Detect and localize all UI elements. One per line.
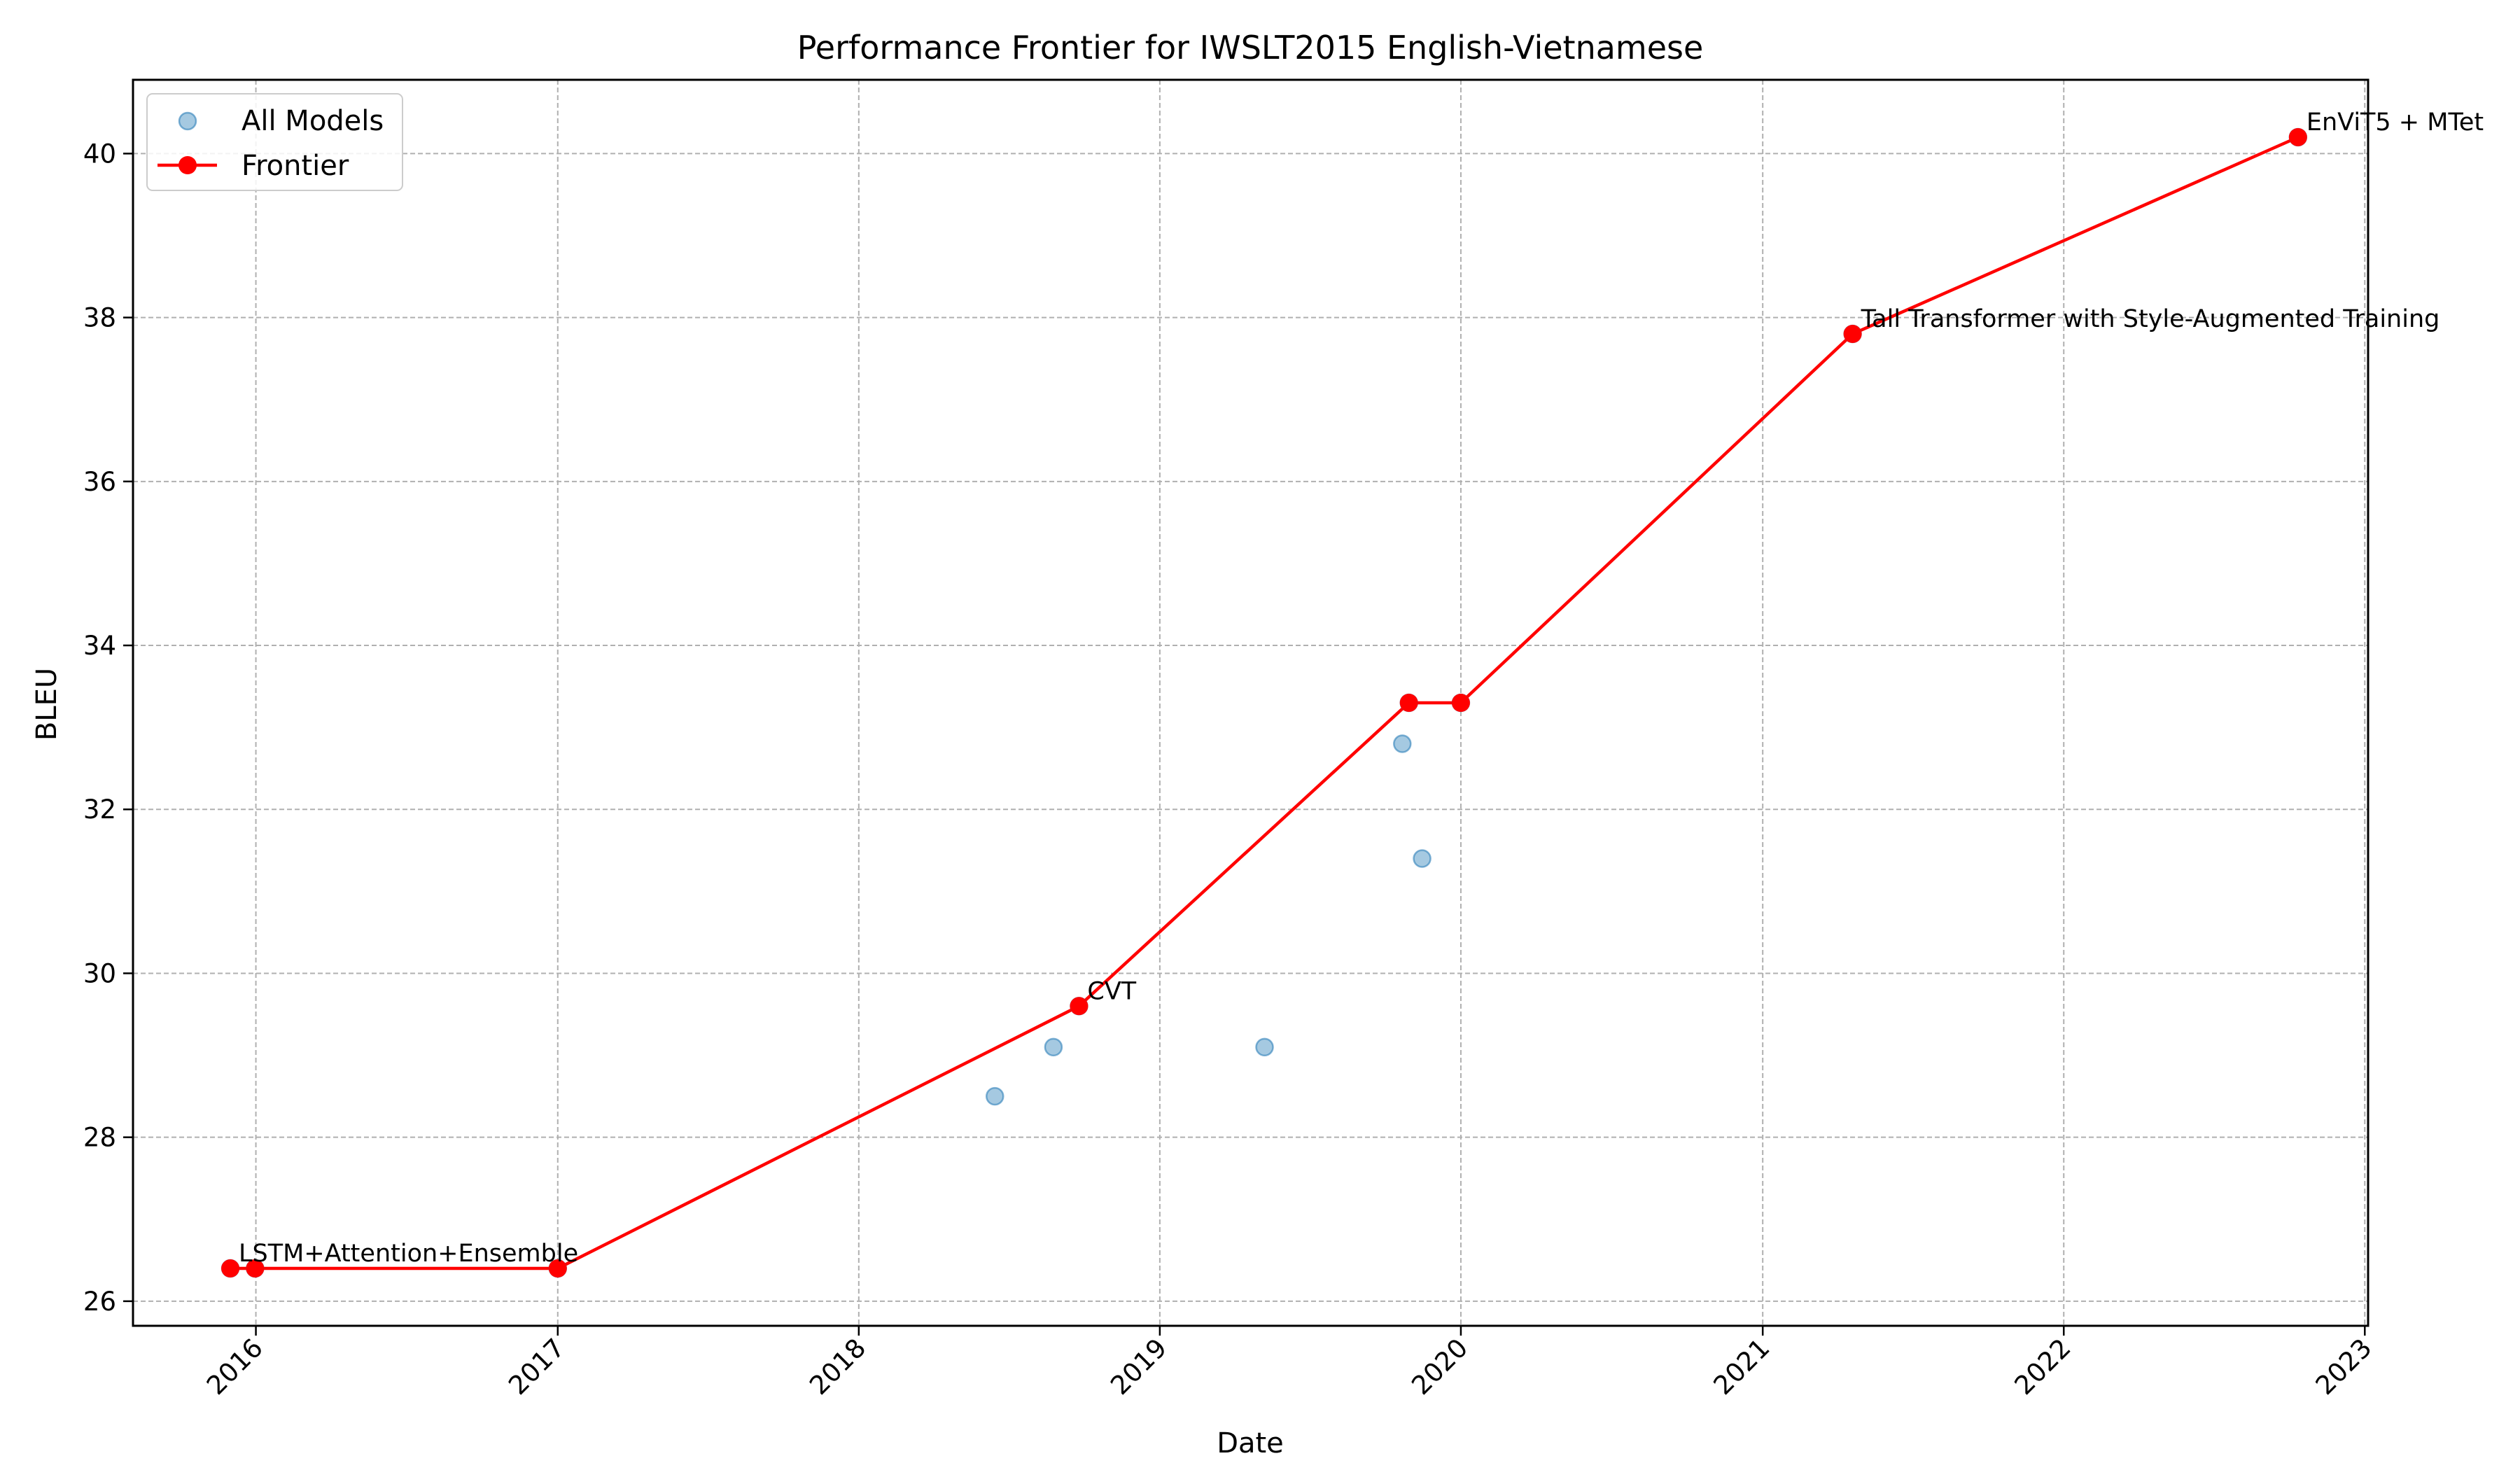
- frontier-point: [2288, 127, 2307, 146]
- chart-title: Performance Frontier for IWSLT2015 Engli…: [797, 29, 1704, 66]
- y-tick-label: 34: [83, 631, 116, 661]
- y-tick-label: 36: [83, 467, 116, 497]
- frontier-point: [246, 1259, 265, 1278]
- frontier-annotation: CVT: [1087, 977, 1136, 1005]
- frontier-line: [230, 135, 2299, 1270]
- model-point: [1255, 1037, 1274, 1057]
- x-axis-label: Date: [1217, 1427, 1284, 1460]
- y-axis-label: BLEU: [31, 668, 63, 741]
- y-tick-label: 32: [83, 794, 116, 825]
- frontier-point: [1399, 694, 1418, 712]
- frontier-point: [1843, 325, 1862, 344]
- y-tick-label: 28: [83, 1123, 116, 1153]
- legend-label-all-models: All Models: [241, 105, 384, 137]
- legend-frontier-marker: [178, 156, 197, 174]
- y-tick-label: 26: [83, 1287, 116, 1317]
- frontier-point: [548, 1259, 567, 1278]
- frontier-annotation: Tall Transformer with Style-Augmented Tr…: [1861, 305, 2440, 333]
- frontier-line-layer: [230, 135, 2299, 1270]
- frontier-point: [221, 1259, 240, 1278]
- frontier-annotation: EnViT5 + MTet: [2306, 108, 2484, 136]
- y-tick-label: 40: [83, 139, 116, 169]
- legend: All Models Frontier: [146, 93, 403, 191]
- grid-layer: [133, 80, 2368, 1326]
- frontier-annotation: LSTM+Attention+Ensemble: [239, 1240, 578, 1268]
- plot-frame: [132, 78, 2370, 1327]
- frontier-point: [1451, 694, 1470, 712]
- frontier-marker-layer: [221, 127, 2307, 1278]
- model-point: [985, 1086, 1004, 1106]
- model-point: [1393, 734, 1412, 753]
- model-point: [1413, 849, 1432, 868]
- legend-label-frontier: Frontier: [241, 150, 349, 182]
- y-tick-label: 38: [83, 303, 116, 333]
- legend-scatter-marker: [178, 111, 197, 131]
- frontier-point: [1070, 997, 1088, 1016]
- y-tick-label: 30: [83, 958, 116, 988]
- annotation-layer: LSTM+Attention+Ensemble CVT Tall Transform…: [239, 108, 2484, 1268]
- model-point: [1044, 1037, 1063, 1057]
